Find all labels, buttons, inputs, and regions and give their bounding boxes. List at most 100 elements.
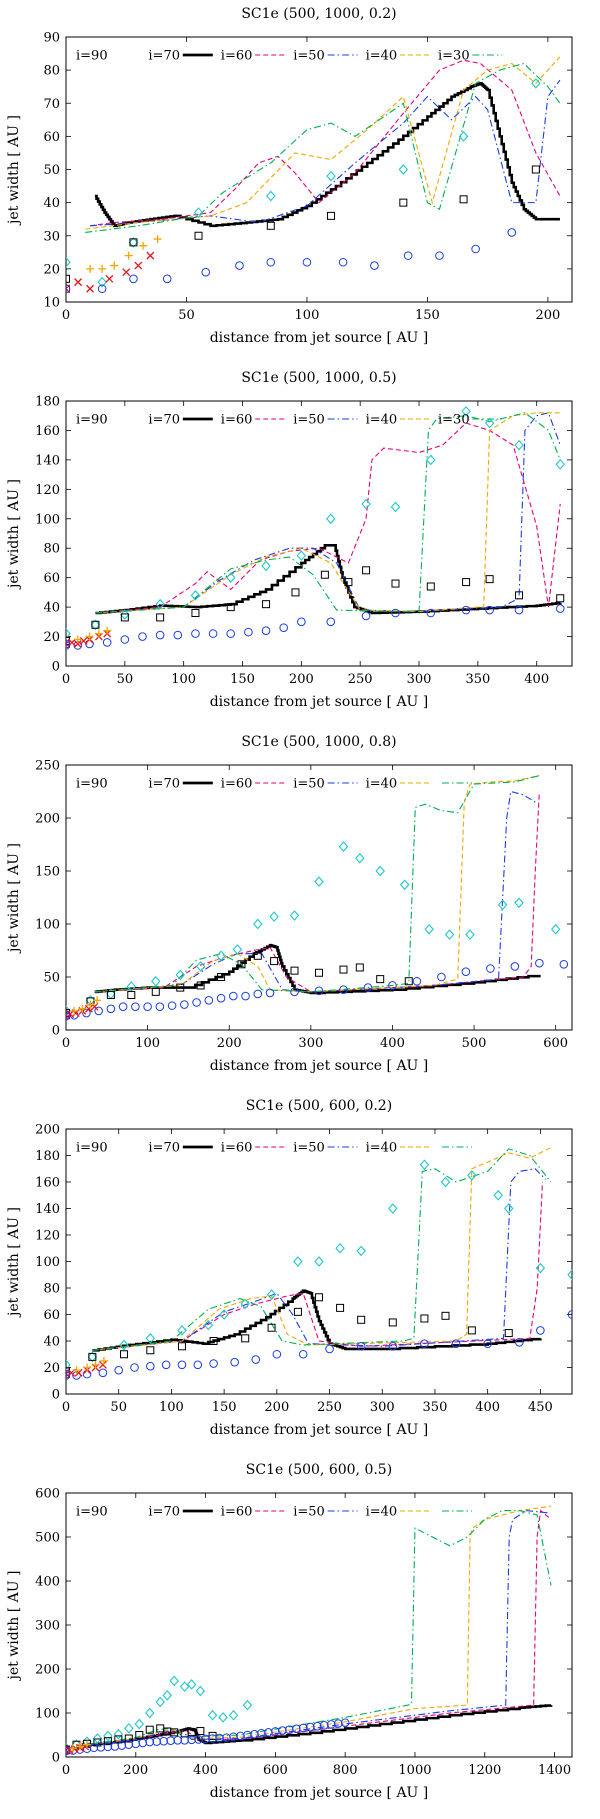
marker-blue	[388, 981, 397, 990]
marker-black_sq	[226, 603, 235, 612]
marker-blue	[110, 1742, 120, 1751]
y-tick-label: 80	[43, 64, 60, 79]
legend-label-i70: i=70	[148, 49, 180, 64]
marker-black_sq	[187, 1727, 196, 1736]
marker-blue	[236, 1731, 245, 1741]
marker-blue	[420, 1339, 429, 1348]
series-i70-line	[95, 543, 562, 615]
marker-blue	[114, 1365, 124, 1375]
marker-cyan	[550, 923, 561, 935]
marker-black_sq	[459, 195, 468, 204]
marker-cyan	[424, 923, 434, 935]
marker-blue	[361, 611, 371, 621]
y-tick-label: 180	[35, 395, 60, 410]
marker-cyan	[261, 560, 271, 572]
legend-label-i70: i=70	[148, 777, 180, 792]
marker-black_sq	[339, 965, 348, 974]
marker-black_sq	[217, 973, 226, 981]
series-i30-line	[92, 1148, 552, 1351]
series-i50-line	[94, 790, 536, 993]
plot-frame	[65, 764, 573, 1031]
series-i50-line	[90, 79, 561, 227]
marker-blue	[485, 605, 494, 615]
marker-gold	[78, 1004, 87, 1013]
marker-blue	[155, 1002, 165, 1011]
marker-black_sq	[191, 609, 200, 617]
marker-blue	[461, 967, 471, 976]
marker-blue	[559, 959, 569, 969]
marker-cyan	[326, 513, 336, 525]
y-tick-label: 30	[43, 229, 60, 244]
marker-purple	[66, 1746, 70, 1755]
marker-blue	[193, 1360, 203, 1370]
marker-black_sq	[376, 975, 385, 984]
x-tick-label: 450	[528, 1400, 553, 1415]
x-tick-label: 0	[62, 1400, 70, 1415]
marker-cyan	[388, 1203, 398, 1214]
marker-cyan	[390, 501, 401, 513]
marker-gold	[153, 235, 162, 244]
marker-blue	[177, 1360, 187, 1370]
marker-blue	[363, 983, 373, 992]
marker-cyan	[203, 1319, 214, 1331]
marker-cyan	[493, 1189, 503, 1201]
marker-blue	[253, 989, 263, 999]
y-tick-label: 120	[35, 483, 60, 498]
marker-gold	[72, 1366, 81, 1375]
marker-cyan	[103, 1730, 113, 1742]
marker-cyan	[240, 1298, 250, 1310]
y-tick-label: 0	[52, 1024, 60, 1039]
marker-blue	[173, 1735, 182, 1745]
marker-blue	[129, 274, 138, 284]
marker-blue	[201, 1734, 210, 1744]
legend-label-i40: i=40	[366, 777, 398, 792]
y-tick-label: 140	[35, 1202, 60, 1217]
marker-gold	[70, 1006, 79, 1015]
marker-blue	[266, 257, 276, 267]
legend-label-i40: i=40	[366, 1141, 398, 1156]
x-tick-label: 1200	[468, 1763, 501, 1778]
legend-label-i60: i=60	[221, 1141, 253, 1156]
y-tick-label: 50	[43, 971, 60, 986]
marker-black_sq	[237, 960, 246, 969]
marker-cyan	[514, 439, 524, 451]
y-tick-label: 0	[52, 660, 60, 675]
marker-cyan	[514, 897, 524, 909]
marker-blue	[166, 1736, 175, 1746]
y-tick-label: 160	[35, 424, 60, 439]
y-tick-label: 80	[43, 542, 60, 557]
marker-blue	[187, 1735, 196, 1745]
marker-blue	[388, 1342, 398, 1351]
marker-blue	[535, 958, 544, 968]
marker-black_sq	[135, 1731, 144, 1739]
marker-cyan	[269, 911, 279, 922]
marker-black_sq	[327, 211, 336, 220]
x-tick-label: 400	[380, 1036, 405, 1051]
plot-area	[66, 1147, 572, 1380]
marker-gold	[73, 635, 82, 644]
marker-blue	[204, 996, 214, 1005]
y-tick-label: 300	[35, 1619, 60, 1634]
marker-cyan	[92, 1733, 103, 1744]
marker-cyan	[326, 170, 336, 182]
marker-cyan	[179, 1681, 190, 1692]
marker-gold	[93, 996, 102, 1005]
marker-cyan	[355, 852, 365, 864]
marker-black_sq	[262, 600, 271, 609]
marker-cyan	[314, 1256, 324, 1267]
legend-label-i90: i=90	[76, 1141, 108, 1156]
marker-red	[73, 639, 82, 648]
marker-blue	[208, 1734, 217, 1743]
y-tick-label: 120	[35, 1229, 60, 1244]
marker-cyan	[567, 1269, 572, 1281]
y-tick-label: 80	[43, 1282, 60, 1297]
marker-blue	[435, 251, 444, 260]
marker-black_sq	[88, 1352, 97, 1361]
marker-blue	[138, 632, 147, 641]
chart-panel-3: SC1e (500, 1000, 0.8)0 100 200 300 400 500 600…	[6, 734, 573, 1074]
marker-cyan	[190, 590, 201, 601]
marker-cyan	[253, 918, 263, 930]
marker-blue	[229, 1732, 238, 1742]
chart-panel-5: SC1e (500, 600, 0.5)0 200 400 600 800 1000 120…	[6, 1462, 573, 1801]
marker-black_sq	[114, 1735, 123, 1744]
